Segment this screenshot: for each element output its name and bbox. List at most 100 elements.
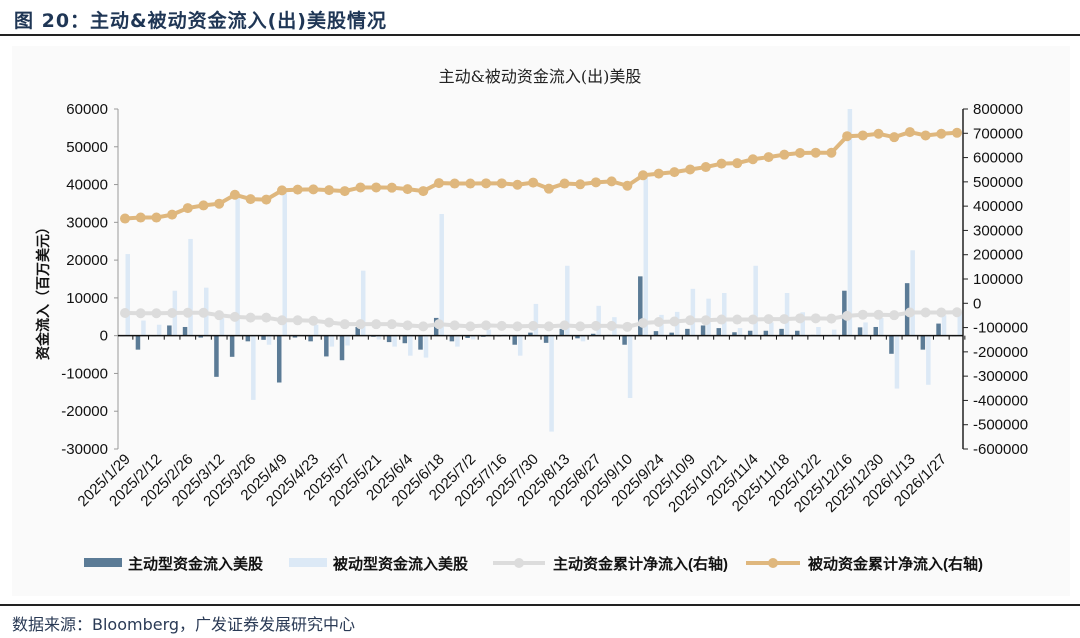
active-flow-bar — [669, 332, 674, 336]
passive-flow-bar — [156, 324, 162, 336]
active-cumulative-point — [339, 319, 350, 330]
passive-flow-bar — [345, 335, 350, 346]
left-axis-tick-label: 20000 — [66, 252, 108, 269]
passive-cumulative-point — [167, 209, 178, 220]
active-flow-bar — [324, 335, 329, 357]
passive-flow-bar — [643, 176, 649, 336]
passive-cumulative-point — [716, 158, 727, 169]
active-cumulative-point — [857, 309, 868, 320]
passive-cumulative-point — [261, 194, 272, 205]
active-cumulative-point — [229, 311, 240, 322]
right-axis-tick-label: 600000 — [973, 150, 1023, 167]
passive-cumulative-point — [292, 184, 303, 195]
passive-cumulative-point — [810, 147, 821, 158]
active-cumulative-point — [559, 320, 570, 331]
active-cumulative-point — [920, 307, 931, 318]
passive-flow-bar — [235, 194, 240, 336]
active-cumulative-point — [276, 315, 287, 326]
left-axis-tick-label: -30000 — [61, 441, 108, 458]
passive-cumulative-point — [276, 185, 287, 196]
passive-flow-bar — [879, 317, 884, 336]
right-axis-tick-label: -100000 — [973, 320, 1028, 337]
passive-cumulative-point — [559, 178, 570, 189]
active-cumulative-point — [135, 308, 146, 319]
passive-cumulative-point — [889, 132, 900, 143]
passive-cumulative-point — [229, 189, 240, 200]
active-cumulative-point — [700, 315, 711, 326]
active-flow-bar — [167, 325, 172, 336]
passive-flow-bar — [831, 329, 837, 336]
active-flow-bar — [512, 335, 517, 345]
passive-flow-bar — [769, 322, 774, 336]
right-axis-tick-label: 200000 — [973, 247, 1023, 264]
left-axis-tick-label: 10000 — [66, 290, 108, 307]
active-cumulative-point — [685, 315, 696, 326]
passive-flow-bar — [517, 335, 523, 356]
passive-cumulative-point — [685, 164, 696, 175]
passive-flow-bar — [423, 335, 429, 358]
passive-flow-bar — [408, 335, 413, 356]
passive-cumulative-point — [700, 162, 711, 173]
active-cumulative-point — [512, 321, 523, 332]
active-cumulative-point — [606, 320, 617, 331]
passive-cumulative-point — [622, 180, 633, 191]
active-flow-bar — [418, 335, 423, 350]
passive-cumulative-point — [528, 177, 539, 188]
active-cumulative-point — [575, 321, 586, 332]
right-axis-tick-label: -600000 — [973, 441, 1028, 458]
passive-cumulative-point — [826, 147, 837, 158]
active-cumulative-point — [669, 316, 680, 327]
legend-label-active-cumulative: 主动资金累计净流入(右轴) — [553, 555, 728, 573]
passive-cumulative-point — [198, 200, 209, 211]
legend-swatch-passive-flow — [289, 558, 327, 567]
active-cumulative-point — [120, 308, 130, 318]
passive-cumulative-point — [151, 212, 162, 223]
passive-cumulative-point — [308, 184, 319, 195]
passive-cumulative-point — [732, 158, 743, 169]
chart-title: 主动&被动资金流入(出)美股 — [439, 67, 642, 86]
active-cumulative-point — [167, 308, 178, 318]
passive-flow-bar — [486, 329, 492, 336]
active-flow-bar — [779, 328, 784, 336]
passive-cumulative-point — [182, 203, 193, 214]
active-flow-bar — [292, 335, 298, 338]
active-cumulative-point — [465, 321, 476, 332]
passive-cumulative-line — [124, 130, 958, 221]
passive-cumulative-point — [481, 178, 492, 189]
left-axis-tick-label: 50000 — [66, 139, 108, 156]
passive-cumulative-point — [904, 127, 915, 138]
legend-marker-passive-cumulative — [768, 558, 778, 568]
passive-flow-bar — [533, 303, 539, 336]
left-axis-tick-label: 30000 — [66, 214, 108, 231]
active-cumulative-point — [308, 315, 319, 326]
right-axis-tick-label: -400000 — [973, 392, 1028, 409]
active-flow-bar — [559, 328, 565, 336]
active-flow-bar — [135, 335, 141, 350]
passive-flow-bar — [627, 335, 633, 398]
left-axis-tick-label: -10000 — [61, 365, 108, 382]
active-flow-bar — [528, 332, 533, 336]
passive-flow-bar — [722, 292, 727, 336]
passive-flow-bar — [565, 265, 570, 336]
active-flow-bar — [543, 335, 549, 343]
active-flow-bar — [355, 326, 360, 336]
active-cumulative-point — [779, 314, 790, 325]
passive-flow-bar — [141, 320, 146, 336]
passive-cumulative-point — [779, 149, 790, 160]
passive-flow-bar — [360, 270, 366, 336]
active-flow-bar — [590, 333, 596, 336]
passive-cumulative-point — [324, 185, 335, 196]
active-flow-bar — [449, 335, 455, 342]
active-flow-bar — [685, 328, 690, 336]
active-flow-bar — [182, 326, 188, 336]
passive-cumulative-point — [135, 212, 146, 223]
active-cumulative-point — [418, 321, 429, 332]
passive-cumulative-point — [339, 186, 350, 197]
passive-flow-bar — [894, 335, 900, 389]
active-cumulative-point — [952, 307, 962, 318]
passive-cumulative-point — [606, 176, 617, 187]
active-cumulative-point — [528, 320, 539, 331]
passive-flow-bar — [957, 311, 962, 336]
passive-flow-bar — [941, 315, 947, 336]
active-flow-bar — [402, 335, 408, 344]
